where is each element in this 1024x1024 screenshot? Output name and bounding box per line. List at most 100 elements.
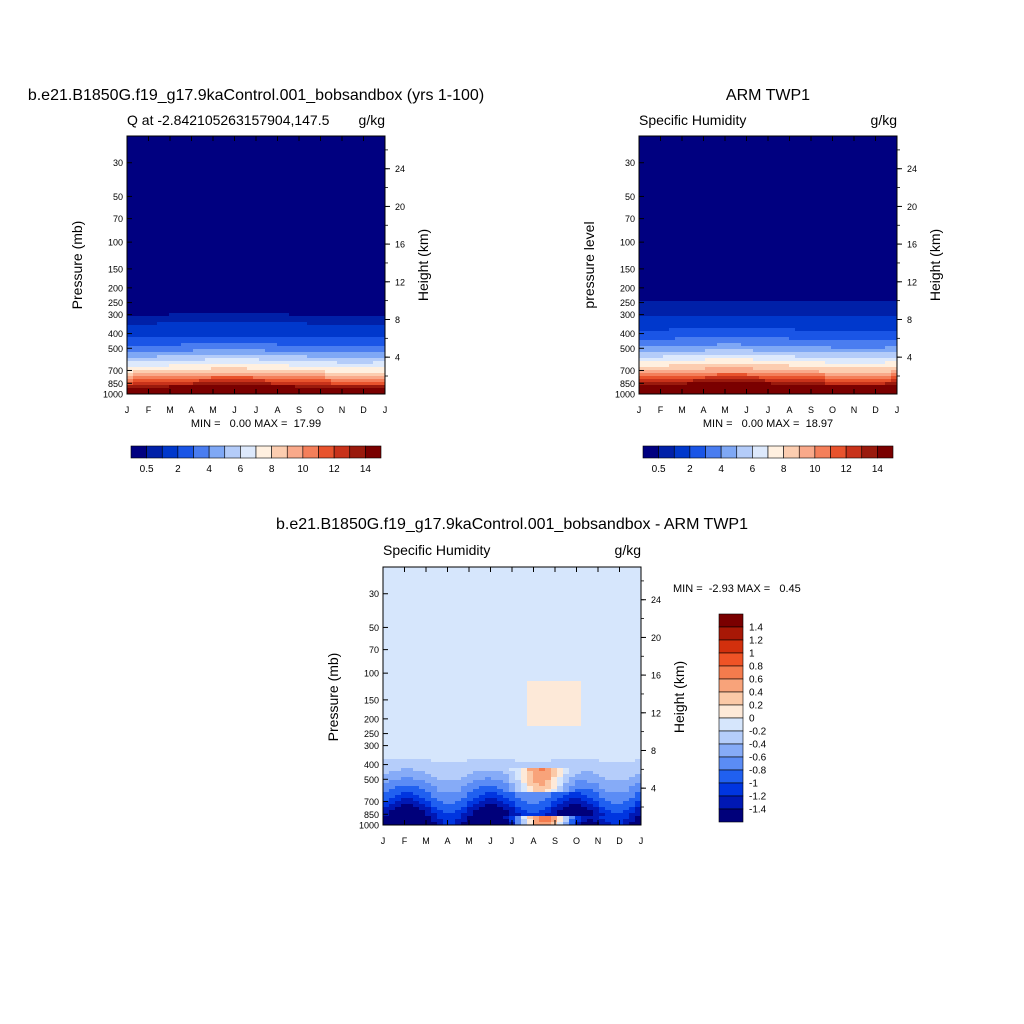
field-cell — [295, 157, 302, 161]
field-cell — [205, 214, 212, 218]
field-cell — [337, 391, 344, 394]
field-cell — [355, 295, 362, 299]
y-right-tick-label: 8 — [395, 315, 400, 325]
field-cell — [193, 208, 200, 212]
field-cell — [669, 250, 676, 254]
colorbar-box — [333, 445, 351, 459]
field-cell — [211, 277, 218, 281]
field-cell — [639, 241, 646, 245]
field-cell — [253, 175, 260, 179]
field-cell — [187, 193, 194, 197]
field-cell — [289, 295, 296, 299]
field-cell — [283, 136, 290, 140]
field-cell — [223, 337, 230, 341]
field-cell — [163, 265, 170, 269]
field-cell — [669, 247, 676, 251]
field-cell — [379, 361, 385, 365]
field-cell — [301, 202, 308, 206]
field-cell — [669, 139, 676, 143]
field-cell — [211, 238, 218, 242]
field-cell — [265, 244, 272, 248]
field-cell — [313, 184, 320, 188]
field-cell — [181, 226, 188, 230]
field-cell — [259, 229, 266, 233]
field-cell — [301, 334, 308, 338]
field-cell — [283, 196, 290, 200]
field-cell — [277, 376, 284, 380]
colorbar-label: 10 — [297, 464, 309, 475]
field-cell — [253, 286, 260, 290]
field-cell — [235, 145, 242, 149]
field-cell — [127, 391, 134, 394]
field-cell — [349, 181, 356, 185]
field-cell — [349, 283, 356, 287]
field-cell — [241, 136, 248, 140]
field-cell — [687, 346, 694, 350]
field-cell — [289, 169, 296, 173]
field-cell — [193, 304, 200, 308]
field-cell — [133, 172, 140, 176]
field-cell — [705, 211, 712, 215]
field-cell — [205, 247, 212, 251]
field-cell — [217, 169, 224, 173]
field-cell — [127, 184, 134, 188]
field-cell — [645, 163, 652, 167]
field-cell — [675, 301, 682, 305]
field-cell — [337, 319, 344, 323]
field-cell — [193, 190, 200, 194]
field-cell — [699, 337, 706, 341]
field-cell — [651, 217, 658, 221]
field-cell — [711, 370, 718, 374]
field-cell — [223, 328, 230, 332]
field-cell — [373, 325, 380, 329]
field-cell — [307, 295, 314, 299]
field-cell — [301, 280, 308, 284]
field-cell — [211, 148, 218, 152]
field-cell — [663, 295, 670, 299]
field-cell — [199, 154, 206, 158]
field-cell — [163, 181, 170, 185]
field-cell — [717, 178, 724, 182]
field-cell — [289, 214, 296, 218]
field-cell — [157, 367, 164, 371]
field-cell — [265, 136, 272, 140]
field-cell — [217, 259, 224, 263]
field-cell — [313, 139, 320, 143]
field-cell — [163, 298, 170, 302]
field-cell — [211, 331, 218, 335]
field-cell — [271, 238, 278, 242]
field-cell — [271, 391, 278, 394]
field-cell — [247, 247, 254, 251]
field-cell — [151, 388, 158, 392]
field-cell — [289, 202, 296, 206]
field-cell — [367, 220, 374, 224]
field-cell — [289, 301, 296, 305]
field-cell — [639, 385, 646, 389]
field-cell — [175, 178, 182, 182]
field-cell — [241, 283, 248, 287]
field-cell — [349, 136, 356, 140]
field-cell — [325, 328, 332, 332]
field-cell — [301, 169, 308, 173]
field-cell — [663, 226, 670, 230]
field-cell — [145, 358, 152, 362]
field-cell — [247, 253, 254, 257]
field-cell — [681, 379, 688, 383]
field-cell — [319, 370, 326, 374]
field-cell — [283, 340, 290, 344]
field-cell — [651, 289, 658, 293]
field-cell — [681, 229, 688, 233]
field-cell — [645, 346, 652, 350]
field-cell — [241, 289, 248, 293]
field-cell — [705, 355, 712, 359]
field-cell — [337, 274, 344, 278]
field-cell — [199, 163, 206, 167]
field-cell — [367, 277, 374, 281]
field-cell — [361, 337, 368, 341]
field-cell — [295, 313, 302, 317]
field-cell — [127, 253, 134, 257]
field-cell — [657, 169, 664, 173]
field-cell — [133, 364, 140, 368]
field-cell — [325, 163, 332, 167]
field-cell — [175, 379, 182, 383]
